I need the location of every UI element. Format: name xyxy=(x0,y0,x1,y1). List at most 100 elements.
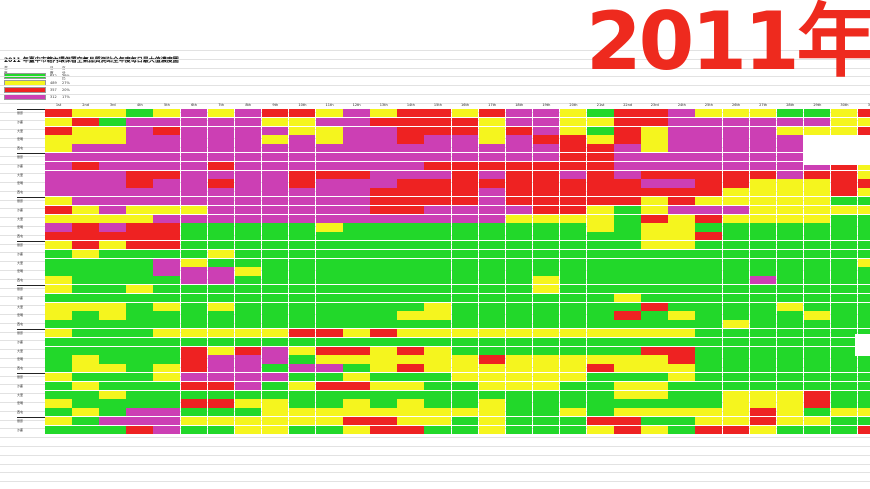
heatmap-cell xyxy=(532,258,560,267)
heatmap-cell xyxy=(451,267,478,276)
heatmap-cell xyxy=(451,329,478,338)
heatmap-cell xyxy=(559,329,587,338)
heatmap-cell xyxy=(803,205,831,214)
heatmap-cell xyxy=(424,293,451,302)
legend-count: 312 xyxy=(50,95,57,99)
heatmap-cell xyxy=(587,144,614,153)
heatmap-cell xyxy=(370,302,397,311)
day-column-label: 18th xyxy=(515,103,524,107)
heatmap-cell xyxy=(451,285,478,294)
heatmap-cell xyxy=(397,346,424,355)
heatmap-cell xyxy=(614,117,641,126)
heatmap-cell xyxy=(749,170,777,179)
heatmap-cell xyxy=(614,329,641,338)
heatmap-cell xyxy=(207,267,235,276)
heatmap-cell xyxy=(207,161,235,170)
heatmap-cell xyxy=(288,355,316,364)
heatmap-cell xyxy=(641,355,668,364)
heatmap-cell xyxy=(830,364,858,373)
heatmap-cell xyxy=(126,267,153,276)
heatmap-cell xyxy=(451,276,478,285)
heatmap-cell xyxy=(316,170,343,179)
heatmap-cell xyxy=(343,311,370,320)
heatmap-cell xyxy=(180,373,207,382)
heatmap-cell xyxy=(72,161,99,170)
day-column-label: 9th xyxy=(272,103,279,107)
heatmap-cell xyxy=(559,258,587,267)
heatmap-cell xyxy=(587,117,614,126)
heatmap-cell xyxy=(722,302,749,311)
heatmap-cell xyxy=(370,355,397,364)
heatmap-cell xyxy=(397,355,424,364)
heatmap-cell xyxy=(153,408,180,417)
heatmap-cell xyxy=(505,109,533,118)
heatmap-cell xyxy=(505,381,533,390)
heatmap-cell xyxy=(776,109,804,118)
heatmap-cell xyxy=(343,223,370,232)
heatmap-cell xyxy=(370,373,397,382)
heatmap-cell xyxy=(72,329,99,338)
heatmap-cell xyxy=(803,109,831,118)
heatmap-cell xyxy=(72,373,99,382)
heatmap-cell xyxy=(424,311,451,320)
heatmap-cell xyxy=(370,205,397,214)
heatmap-cell xyxy=(776,408,804,417)
heatmap-cell xyxy=(803,320,831,329)
heatmap-cell xyxy=(153,285,180,294)
heatmap-cell xyxy=(614,337,641,346)
heatmap-cell xyxy=(559,364,587,373)
heatmap-cell xyxy=(316,214,343,223)
heatmap-cell xyxy=(234,144,262,153)
heatmap-cell xyxy=(126,126,153,135)
heatmap-cell xyxy=(261,390,289,399)
heatmap-cell xyxy=(830,355,858,364)
heatmap-cell xyxy=(126,346,153,355)
heatmap-cell xyxy=(45,425,72,434)
heatmap-cell xyxy=(180,205,207,214)
heatmap-cell xyxy=(126,329,153,338)
day-column-label: 30th xyxy=(840,103,849,107)
heatmap-cell xyxy=(153,223,180,232)
heatmap-cell xyxy=(559,399,587,408)
heatmap-cell xyxy=(45,205,72,214)
heatmap-cell xyxy=(587,153,614,162)
heatmap-cell xyxy=(695,399,722,408)
station-label: 西屯 xyxy=(17,278,24,283)
heatmap-cell xyxy=(614,135,641,144)
day-column-label: 12th xyxy=(352,103,361,107)
heatmap-cell xyxy=(45,329,72,338)
heatmap-cell xyxy=(153,337,180,346)
heatmap-cell xyxy=(559,135,587,144)
heatmap-cell xyxy=(830,390,858,399)
heatmap-cell xyxy=(749,293,777,302)
heatmap-cell xyxy=(343,364,370,373)
heatmap-cell xyxy=(207,135,235,144)
heatmap-cell xyxy=(803,346,831,355)
month-separator xyxy=(17,417,45,418)
heatmap-cell xyxy=(858,276,870,285)
heatmap-cell xyxy=(695,223,722,232)
day-column-label: 23rd xyxy=(650,103,659,107)
heatmap-cell xyxy=(559,241,587,250)
heatmap-cell xyxy=(695,417,722,426)
heatmap-cell xyxy=(830,425,858,434)
heatmap-cell xyxy=(126,258,153,267)
heatmap-cell xyxy=(424,346,451,355)
heatmap-cell xyxy=(505,408,533,417)
heatmap-cell xyxy=(288,337,316,346)
heatmap-cell xyxy=(478,346,506,355)
heatmap-cell xyxy=(397,364,424,373)
heatmap-cell xyxy=(776,144,804,153)
heatmap-cell xyxy=(559,188,587,197)
heatmap-cell xyxy=(749,408,777,417)
heatmap-cell xyxy=(695,302,722,311)
heatmap-cell xyxy=(587,241,614,250)
heatmap-cell xyxy=(207,399,235,408)
heatmap-cell xyxy=(532,293,560,302)
heatmap-cell xyxy=(234,302,262,311)
heatmap-cell xyxy=(234,390,262,399)
heatmap-cell xyxy=(153,267,180,276)
heatmap-cell xyxy=(478,241,506,250)
day-column-label: 13th xyxy=(379,103,388,107)
blank-overlay-box xyxy=(855,334,870,356)
